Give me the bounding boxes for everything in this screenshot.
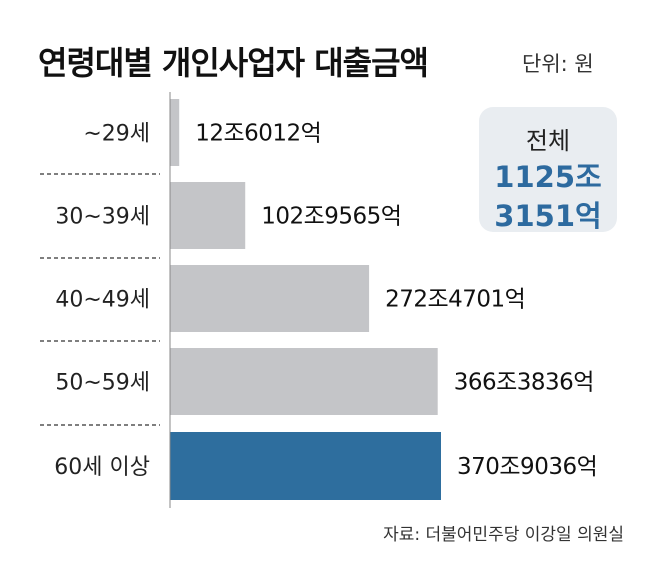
category-label: 30~39세 (55, 205, 150, 230)
category-label: 50~59세 (55, 371, 150, 396)
category-label: 60세 이상 (54, 455, 150, 480)
value-label: 370조9036억 (457, 454, 597, 480)
total-label: 전체 (525, 127, 571, 155)
source-note: 자료: 더불어민주당 이강일 의원실 (383, 525, 624, 545)
total-value-line2: 3151억 (494, 199, 602, 233)
bar (170, 348, 438, 415)
bar (170, 182, 246, 249)
category-label: 40~49세 (55, 288, 150, 313)
total-box: 전체 1125조 3151억 (479, 107, 617, 233)
category-label: ~29세 (83, 122, 150, 147)
value-label: 366조3836억 (454, 370, 594, 396)
unit-label: 단위: 원 (522, 52, 594, 76)
value-label: 102조9565억 (261, 204, 401, 230)
total-value-line1: 1125조 (494, 160, 602, 194)
value-label: 12조6012억 (195, 121, 321, 147)
bar (170, 99, 180, 166)
value-label: 272조4701억 (385, 287, 525, 313)
chart-title: 연령대별 개인사업자 대출금액 (38, 44, 429, 82)
bar (170, 265, 370, 332)
bar (170, 432, 441, 500)
